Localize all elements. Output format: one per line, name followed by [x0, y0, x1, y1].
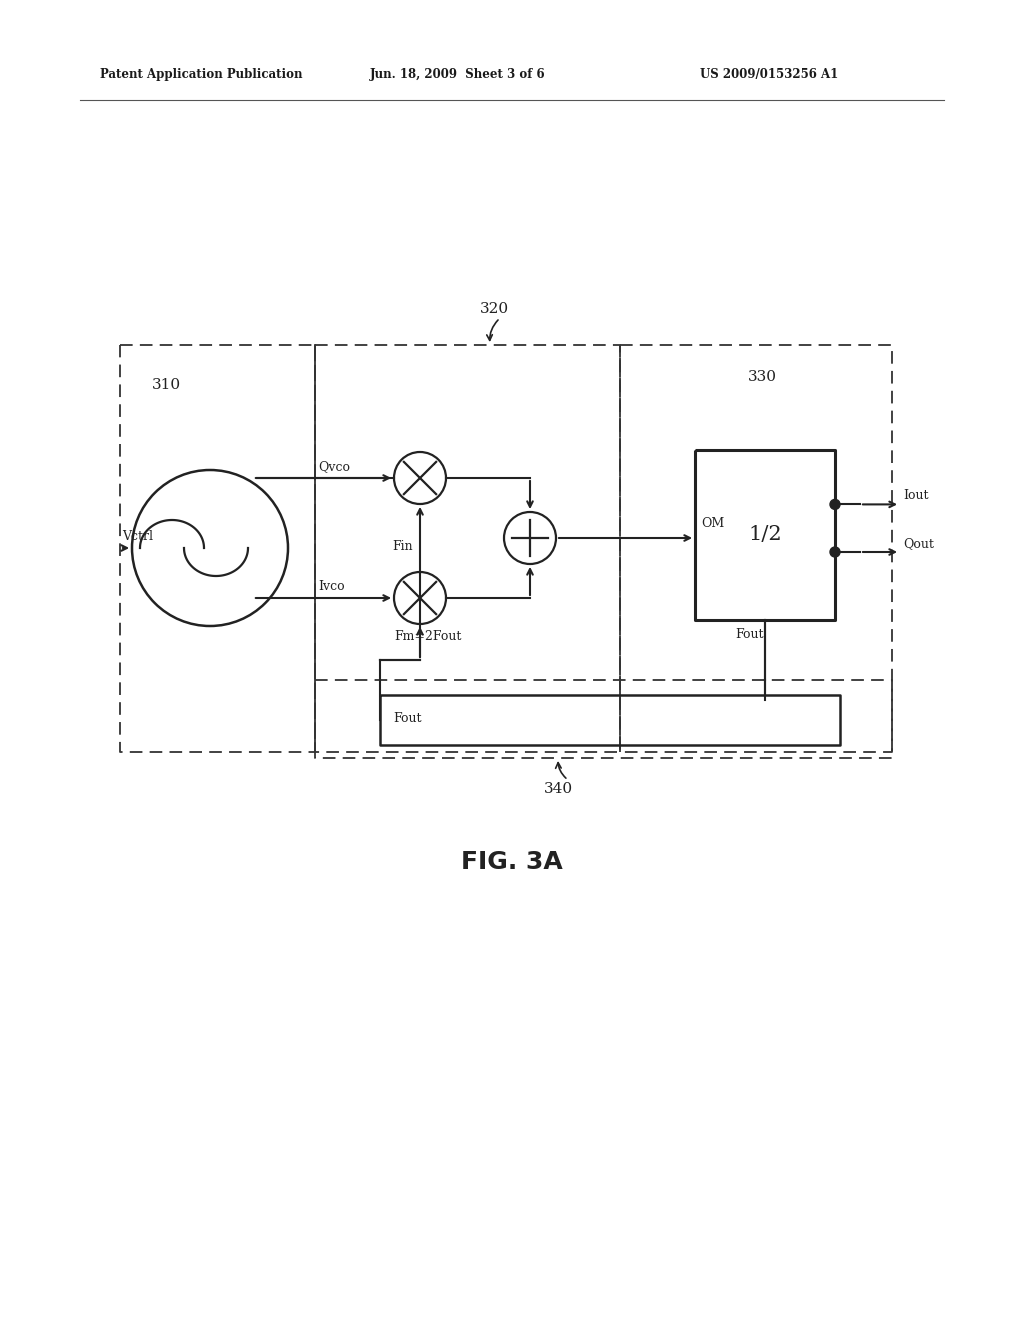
- Text: Fm=2Fout: Fm=2Fout: [394, 630, 462, 643]
- Circle shape: [830, 499, 840, 510]
- Text: OM: OM: [701, 517, 724, 531]
- Text: Vctrl: Vctrl: [122, 531, 153, 543]
- Text: Iout: Iout: [903, 490, 929, 503]
- Text: Fout: Fout: [735, 628, 764, 642]
- Text: Ivco: Ivco: [318, 579, 345, 593]
- Text: Patent Application Publication: Patent Application Publication: [100, 69, 302, 81]
- Text: 1/2: 1/2: [749, 525, 781, 544]
- Text: Fout: Fout: [393, 711, 422, 725]
- Text: 310: 310: [152, 378, 181, 392]
- Text: Qvco: Qvco: [318, 459, 350, 473]
- Text: 330: 330: [748, 370, 777, 384]
- Text: 320: 320: [480, 302, 509, 315]
- Circle shape: [830, 546, 840, 557]
- Text: Qout: Qout: [903, 537, 934, 550]
- Text: 340: 340: [544, 781, 573, 796]
- Text: Fin: Fin: [392, 540, 413, 553]
- Text: US 2009/0153256 A1: US 2009/0153256 A1: [700, 69, 839, 81]
- Text: Jun. 18, 2009  Sheet 3 of 6: Jun. 18, 2009 Sheet 3 of 6: [370, 69, 546, 81]
- Text: FIG. 3A: FIG. 3A: [461, 850, 563, 874]
